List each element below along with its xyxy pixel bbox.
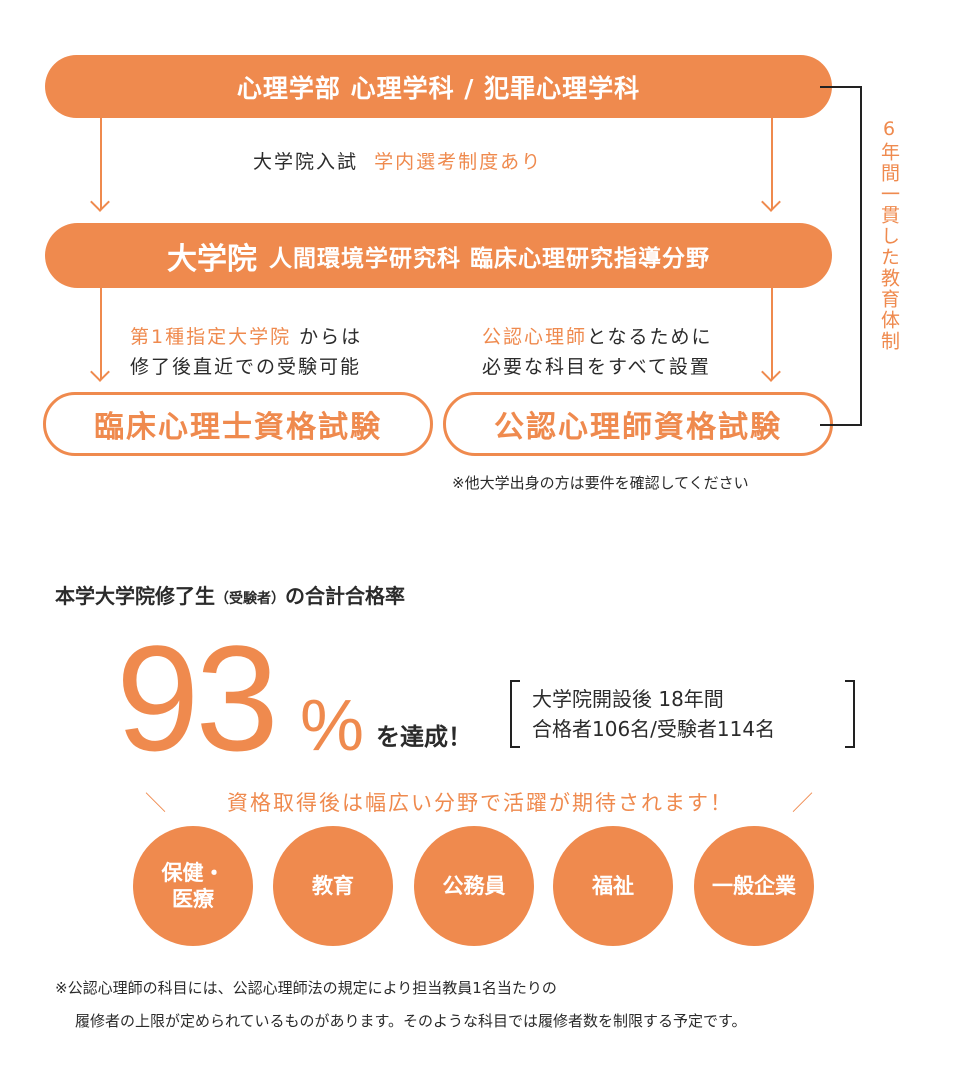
pass-detail: 大学院開設後 18年間合格者106名/受験者114名 bbox=[532, 684, 775, 744]
detail-line2: 合格者106名/受験者114名 bbox=[532, 717, 776, 741]
field-health-medical: 保健・医療 bbox=[133, 826, 253, 946]
slash-decoration: ＼ bbox=[145, 791, 168, 815]
left-note-line2: 修了後直近での受験可能 bbox=[130, 356, 362, 378]
heading-b: （受験者） bbox=[215, 591, 285, 607]
footnote-line2: 履修者の上限が定められているものがあります。そのような科目では履修者数を制限する… bbox=[75, 1012, 747, 1030]
tagline-text: 資格取得後は幅広い分野で活躍が期待されます！ bbox=[227, 791, 733, 815]
six-year-bracket bbox=[820, 86, 862, 426]
bracket-left bbox=[510, 680, 520, 748]
left-note-text: からは bbox=[291, 326, 363, 348]
slash-decoration: ／ bbox=[792, 791, 815, 815]
right-note-line2: 必要な科目をすべて設置 bbox=[482, 356, 711, 378]
field-education: 教育 bbox=[273, 826, 393, 946]
exam-note: 学内選考制度あり bbox=[374, 151, 543, 173]
right-note-highlight: 公認心理師 bbox=[482, 326, 588, 348]
heading-c: の合計合格率 bbox=[285, 584, 405, 608]
field-label: 公務員 bbox=[442, 874, 506, 898]
undergrad-banner: 心理学部 心理学科 / 犯罪心理学科 bbox=[45, 55, 832, 118]
clinical-psychologist-exam: 臨床心理士資格試験 bbox=[43, 392, 433, 456]
detail-line1: 大学院開設後 18年間 bbox=[532, 687, 724, 711]
exam-left-label: 臨床心理士資格試験 bbox=[94, 410, 382, 445]
grad-sub: 人間環境学研究科 臨床心理研究指導分野 bbox=[268, 245, 710, 272]
field-welfare: 福祉 bbox=[553, 826, 673, 946]
heading-a: 本学大学院修了生 bbox=[55, 584, 215, 608]
arrow-down-icon bbox=[100, 118, 102, 210]
bracket-right bbox=[845, 680, 855, 748]
arrow-down-icon bbox=[771, 118, 773, 210]
tagline: ＼ 資格取得後は幅広い分野で活躍が期待されます！ ／ bbox=[145, 790, 815, 816]
pass-rate-value: 93 bbox=[116, 614, 279, 782]
field-label: 保健・医療 bbox=[161, 861, 225, 911]
certified-psychologist-exam: 公認心理師資格試験 bbox=[443, 392, 833, 456]
left-note-highlight: 第1種指定大学院 bbox=[130, 326, 292, 348]
right-note: 公認心理師となるために必要な科目をすべて設置 bbox=[482, 322, 712, 382]
field-civil-service: 公務員 bbox=[414, 826, 534, 946]
other-university-note: ※他大学出身の方は要件を確認してください bbox=[452, 474, 749, 492]
pass-rate-heading: 本学大学院修了生（受験者）の合計合格率 bbox=[55, 584, 405, 611]
exam-right-label: 公認心理師資格試験 bbox=[494, 410, 782, 445]
exam-label: 大学院入試 bbox=[253, 151, 359, 173]
arrow-down-icon bbox=[771, 288, 773, 380]
grad-banner: 大学院 人間環境学研究科 臨床心理研究指導分野 bbox=[45, 223, 832, 288]
left-note: 第1種指定大学院 からは修了後直近での受験可能 bbox=[130, 322, 362, 382]
footnote-line1: ※公認心理師の科目には、公認心理師法の規定により担当教員1名当たりの bbox=[55, 979, 557, 997]
undergrad-label: 心理学部 心理学科 / 犯罪心理学科 bbox=[236, 73, 641, 103]
field-companies: 一般企業 bbox=[694, 826, 814, 946]
grad-entrance-info: 大学院入試 学内選考制度あり bbox=[253, 147, 542, 177]
grad-main: 大学院 bbox=[166, 241, 257, 277]
field-label: 教育 bbox=[312, 874, 354, 898]
field-label: 福祉 bbox=[592, 874, 634, 898]
achieved-text: を達成！ bbox=[376, 723, 472, 751]
six-year-label: 6年間一貫した教育体制 bbox=[878, 118, 900, 352]
footnote: ※公認心理師の科目には、公認心理師法の規定により担当教員1名当たりの履修者の上限… bbox=[55, 972, 747, 1038]
field-label: 一般企業 bbox=[712, 874, 796, 898]
right-note-text: となるために bbox=[587, 326, 713, 348]
percent-sign: % bbox=[300, 686, 365, 766]
arrow-down-icon bbox=[100, 288, 102, 380]
